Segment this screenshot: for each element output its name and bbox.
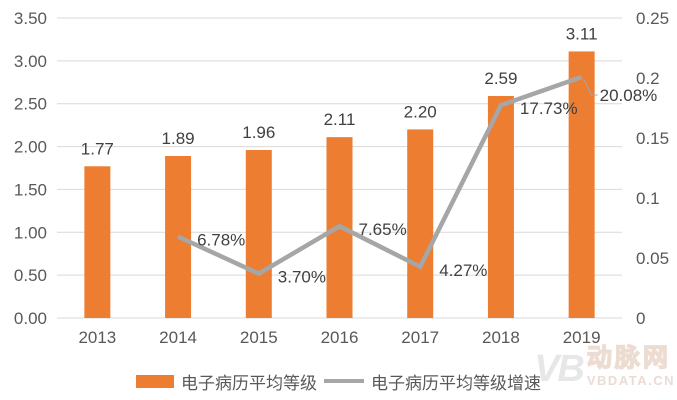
left-axis-tick: 0.50: [14, 266, 47, 285]
x-axis-label: 2014: [159, 328, 197, 347]
bar-2013: [84, 166, 111, 318]
left-axis-tick: 1.50: [14, 180, 47, 199]
x-axis-label: 2018: [482, 328, 520, 347]
bar-value-label: 2.59: [484, 69, 517, 88]
right-axis-tick: 0: [636, 309, 645, 328]
left-axis-tick: 2.50: [14, 95, 47, 114]
line-value-label: 17.73%: [520, 99, 578, 118]
right-axis-tick: 0.1: [636, 189, 660, 208]
right-axis-tick: 0.2: [636, 69, 660, 88]
legend-bar-label: 电子病历平均等级: [181, 373, 317, 393]
legend-line-swatch: [324, 379, 364, 383]
left-axis-tick: 2.00: [14, 138, 47, 157]
x-axis-label: 2013: [78, 328, 116, 347]
x-axis-label: 2017: [401, 328, 439, 347]
right-axis-tick: 0.05: [636, 249, 669, 268]
bar-value-label: 1.77: [81, 139, 114, 158]
line-value-label: 3.70%: [278, 268, 326, 287]
x-axis-label: 2019: [563, 328, 601, 347]
growth-line: [177, 74, 583, 277]
right-axis-tick: 0.25: [636, 9, 669, 28]
bar-value-label: 2.11: [324, 110, 356, 129]
bar-value-label: 3.11: [566, 24, 598, 43]
legend-bar-swatch: [136, 374, 174, 388]
left-axis-tick: 3.50: [14, 9, 47, 28]
right-axis-tick: 0.15: [636, 129, 669, 148]
left-axis-tick: 1.00: [14, 223, 47, 242]
x-axis-label: 2016: [321, 328, 359, 347]
left-axis-tick: 3.00: [14, 52, 47, 71]
bar-2015: [245, 150, 272, 318]
legend-line-label: 电子病历平均等级增速: [371, 373, 541, 393]
legend: 电子病历平均等级 电子病历平均等级增速: [0, 368, 677, 394]
bar-value-label: 1.96: [242, 123, 275, 142]
label-leader-line: [583, 78, 598, 96]
line-value-label: 4.27%: [439, 261, 487, 280]
bar-2017: [407, 129, 434, 318]
bar-value-label: 1.89: [162, 129, 195, 148]
left-axis-tick: 0.00: [14, 309, 47, 328]
bar-value-label: 2.20: [404, 102, 437, 121]
line-value-label: 7.65%: [359, 220, 407, 239]
line-value-label: 6.78%: [197, 231, 245, 250]
line-value-label: 20.08%: [600, 86, 658, 105]
bar-2019: [568, 51, 595, 319]
x-axis-label: 2015: [240, 328, 278, 347]
bar-2018: [487, 96, 514, 318]
